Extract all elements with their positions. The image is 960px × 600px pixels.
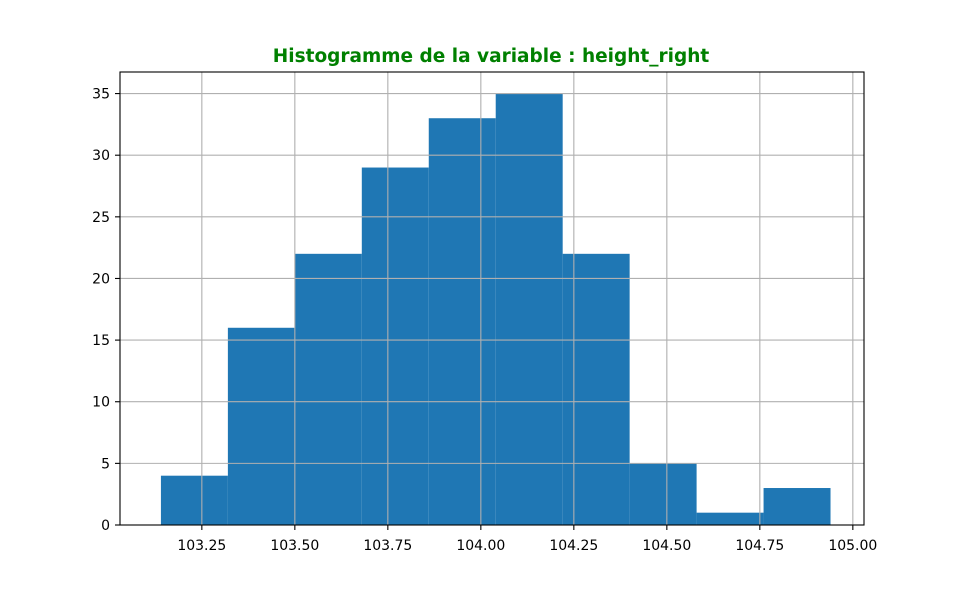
bar-7 [629, 463, 697, 525]
y-axis-ticks: 0 5 10 15 20 25 30 35 [92, 87, 120, 534]
x-tick-label-0: 103.25 [177, 538, 226, 554]
bar-5 [495, 93, 563, 526]
y-tick-label-4: 20 [92, 271, 110, 287]
bar-2 [294, 253, 362, 525]
y-tick-label-5: 25 [92, 210, 110, 226]
y-tick-label-1: 5 [101, 456, 110, 472]
x-tick-label-6: 104.75 [735, 538, 784, 554]
bar-3 [361, 167, 429, 525]
x-tick-label-2: 103.75 [363, 538, 412, 554]
bar-9 [763, 488, 831, 525]
chart-title: Histogramme de la variable : height_righ… [273, 46, 710, 67]
bar-1 [227, 327, 295, 525]
x-tick-label-7: 105.00 [828, 538, 877, 554]
histogram-bars [160, 93, 831, 526]
x-tick-label-5: 104.50 [642, 538, 691, 554]
bar-0 [160, 475, 228, 525]
bar-6 [562, 253, 630, 525]
x-tick-label-1: 103.50 [270, 538, 319, 554]
grid-lines [120, 72, 864, 526]
y-tick-label-7: 35 [92, 87, 110, 103]
bar-4 [428, 118, 496, 525]
y-tick-label-3: 15 [92, 333, 110, 349]
y-tick-label-2: 10 [92, 395, 110, 411]
y-tick-label-0: 0 [101, 518, 110, 534]
bar-8 [696, 512, 764, 525]
x-tick-label-3: 104.00 [456, 538, 505, 554]
y-tick-label-6: 30 [92, 148, 110, 164]
plot-frame [119, 71, 865, 526]
x-tick-label-4: 104.25 [549, 538, 598, 554]
x-axis-ticks: 103.25 103.50 103.75 104.00 104.25 104.50 104.… [177, 525, 877, 554]
